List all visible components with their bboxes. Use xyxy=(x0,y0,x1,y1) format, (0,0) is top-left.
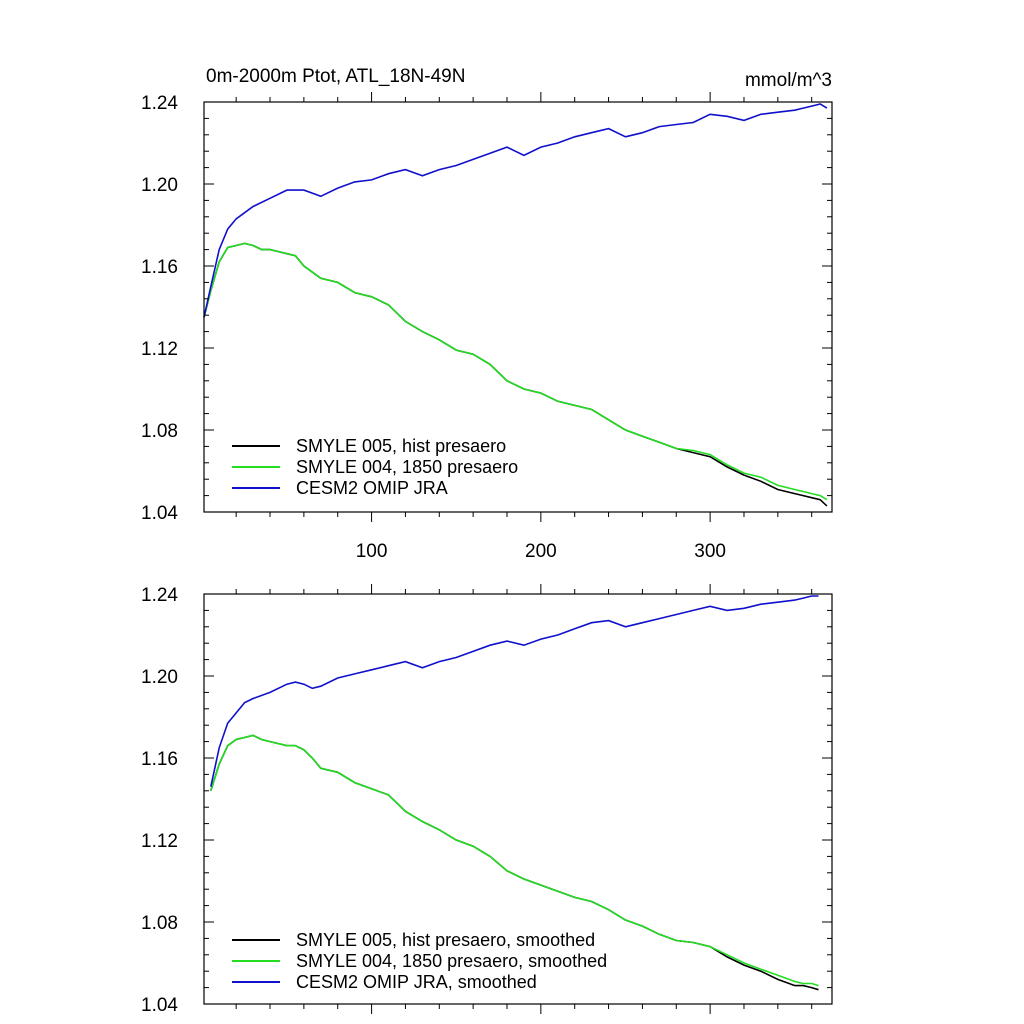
bottom-ytick-label: 1.12 xyxy=(141,831,178,852)
top-chart-panel: 1.04 1.08 1.12 1.16 1.20 1.24 100 200 300 SMYLE 0… xyxy=(141,92,833,562)
bottom-ytick-label: 1.20 xyxy=(141,667,178,688)
top-legend-label-0: SMYLE 005, hist presaero xyxy=(296,436,506,456)
bottom-ytick-label: 1.16 xyxy=(141,749,178,770)
top-series-line-2 xyxy=(203,103,828,318)
top-ytick-label: 1.24 xyxy=(141,93,178,114)
top-xtick-label: 200 xyxy=(525,541,557,562)
bottom-series-line-2 xyxy=(210,595,819,787)
top-ytick-label: 1.08 xyxy=(141,421,178,442)
bottom-legend-label-0: SMYLE 005, hist presaero, smoothed xyxy=(296,930,595,950)
top-ytick-label: 1.20 xyxy=(141,175,178,196)
top-series-line-1 xyxy=(203,242,828,501)
top-ytick-label: 1.04 xyxy=(141,503,178,524)
bottom-ytick-label: 1.04 xyxy=(141,995,178,1016)
bottom-legend-label-1: SMYLE 004, 1850 presaero, smoothed xyxy=(296,951,607,971)
bottom-ytick-label: 1.24 xyxy=(141,585,178,606)
bottom-chart-panel: 1.04 1.08 1.12 1.16 1.20 1.24 SMYLE 005, hist … xyxy=(141,584,833,1016)
bottom-series-line-1 xyxy=(210,734,819,987)
top-legend-label-2: CESM2 OMIP JRA xyxy=(296,478,448,498)
top-ytick-label: 1.16 xyxy=(141,257,178,278)
top-chart-units: mmol/m^3 xyxy=(745,70,832,91)
bottom-ytick-label: 1.08 xyxy=(141,913,178,934)
bottom-legend-label-2: CESM2 OMIP JRA, smoothed xyxy=(296,972,537,992)
top-chart-title: 0m-2000m Ptot, ATL_18N-49N xyxy=(206,66,465,87)
top-xtick-label: 100 xyxy=(356,541,388,562)
bottom-plot-frame xyxy=(203,593,833,1005)
top-ytick-label: 1.12 xyxy=(141,339,178,360)
top-plot-frame xyxy=(203,101,833,513)
top-xtick-label: 300 xyxy=(694,541,726,562)
top-legend-label-1: SMYLE 004, 1850 presaero xyxy=(296,457,518,477)
